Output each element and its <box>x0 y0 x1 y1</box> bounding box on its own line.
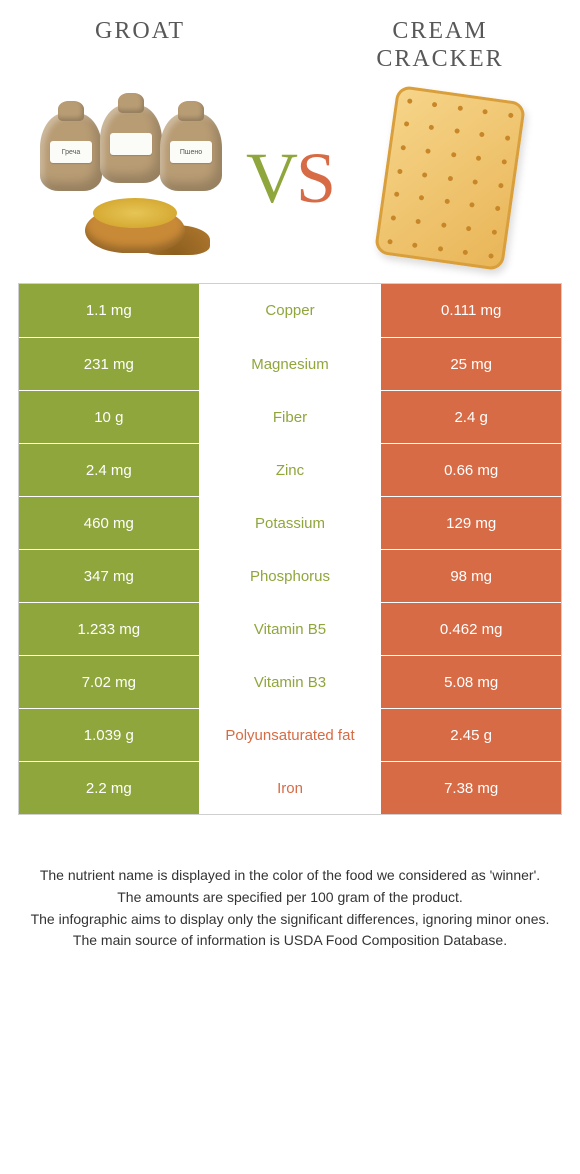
title-right: Cream Cracker <box>330 18 550 73</box>
groat-sacks-illustration: Греча Пшено <box>30 93 230 263</box>
value-left: 1.233 mg <box>19 603 199 655</box>
value-right: 0.66 mg <box>381 444 561 496</box>
cracker-image <box>350 93 550 263</box>
value-left: 347 mg <box>19 550 199 602</box>
value-right: 0.111 mg <box>381 284 561 337</box>
value-right: 2.4 g <box>381 391 561 443</box>
title-row: Groat Cream Cracker <box>0 0 580 83</box>
groat-image: Греча Пшено <box>30 93 230 263</box>
table-row: 1.233 mgVitamin B50.462 mg <box>19 602 561 655</box>
footer-notes: The nutrient name is displayed in the co… <box>0 865 580 952</box>
nutrient-label: Polyunsaturated fat <box>200 709 381 761</box>
vs-s: S <box>296 137 334 220</box>
nutrient-label: Vitamin B5 <box>200 603 381 655</box>
table-row: 7.02 mgVitamin B35.08 mg <box>19 655 561 708</box>
value-left: 460 mg <box>19 497 199 549</box>
footer-line: The amounts are specified per 100 gram o… <box>30 887 550 909</box>
value-right: 5.08 mg <box>381 656 561 708</box>
table-row: 2.2 mgIron7.38 mg <box>19 761 561 814</box>
infographic-page: Groat Cream Cracker Греча Пшено V S 1.1 … <box>0 0 580 992</box>
table-row: 10 gFiber2.4 g <box>19 390 561 443</box>
value-right: 129 mg <box>381 497 561 549</box>
footer-line: The nutrient name is displayed in the co… <box>30 865 550 887</box>
value-left: 2.4 mg <box>19 444 199 496</box>
nutrient-label: Zinc <box>200 444 381 496</box>
nutrient-label: Fiber <box>200 391 381 443</box>
nutrient-label: Magnesium <box>200 338 381 390</box>
footer-line: The infographic aims to display only the… <box>30 909 550 931</box>
vs-v: V <box>246 137 296 220</box>
value-right: 98 mg <box>381 550 561 602</box>
table-row: 2.4 mgZinc0.66 mg <box>19 443 561 496</box>
nutrient-label: Iron <box>200 762 381 814</box>
title-left: Groat <box>30 18 250 73</box>
table-row: 231 mgMagnesium25 mg <box>19 337 561 390</box>
table-row: 1.1 mgCopper0.111 mg <box>19 284 561 337</box>
comparison-table: 1.1 mgCopper0.111 mg231 mgMagnesium25 mg… <box>18 283 562 815</box>
value-left: 1.1 mg <box>19 284 199 337</box>
value-right: 2.45 g <box>381 709 561 761</box>
nutrient-label: Vitamin B3 <box>200 656 381 708</box>
table-row: 347 mgPhosphorus98 mg <box>19 549 561 602</box>
value-right: 25 mg <box>381 338 561 390</box>
vs-label: V S <box>246 137 334 220</box>
value-left: 10 g <box>19 391 199 443</box>
value-right: 0.462 mg <box>381 603 561 655</box>
hero-row: Греча Пшено V S <box>0 83 580 283</box>
cracker-illustration <box>374 85 526 271</box>
nutrient-label: Phosphorus <box>200 550 381 602</box>
nutrient-label: Potassium <box>200 497 381 549</box>
value-left: 231 mg <box>19 338 199 390</box>
value-left: 1.039 g <box>19 709 199 761</box>
value-left: 2.2 mg <box>19 762 199 814</box>
footer-line: The main source of information is USDA F… <box>30 930 550 952</box>
nutrient-label: Copper <box>200 284 381 337</box>
value-right: 7.38 mg <box>381 762 561 814</box>
table-row: 460 mgPotassium129 mg <box>19 496 561 549</box>
value-left: 7.02 mg <box>19 656 199 708</box>
table-row: 1.039 gPolyunsaturated fat2.45 g <box>19 708 561 761</box>
